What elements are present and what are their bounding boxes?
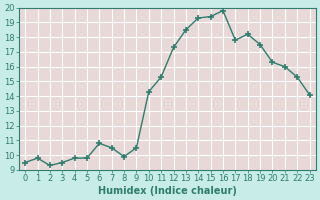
- X-axis label: Humidex (Indice chaleur): Humidex (Indice chaleur): [98, 186, 237, 196]
